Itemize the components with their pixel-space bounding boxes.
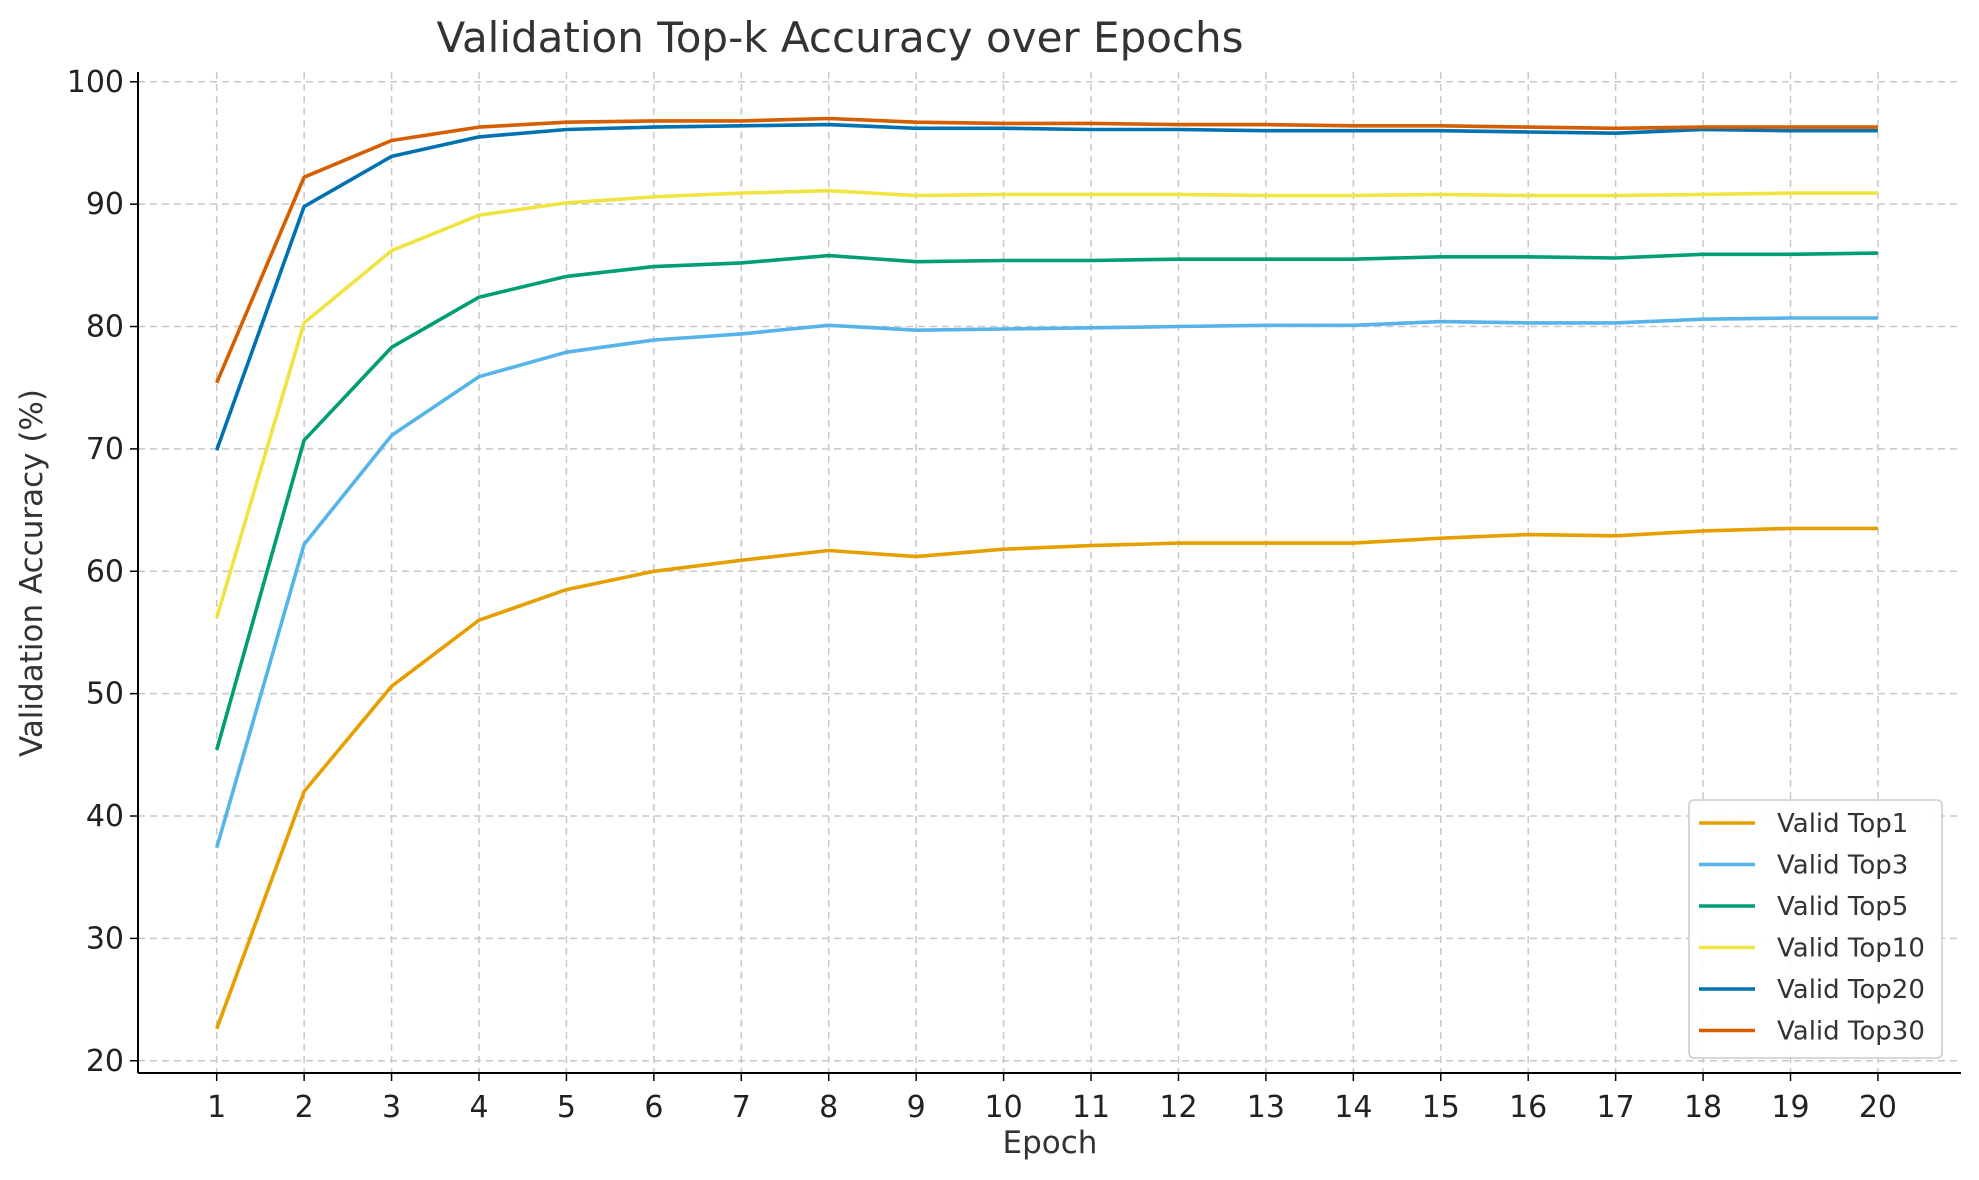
x-tick-label: 11 xyxy=(1072,1090,1110,1125)
x-tick-label: 5 xyxy=(557,1090,576,1125)
x-tick-label: 9 xyxy=(907,1090,926,1125)
x-tick-label: 13 xyxy=(1247,1090,1285,1125)
x-tick-label: 7 xyxy=(732,1090,751,1125)
axes-layer: 1 2 3 4 5 6 7 8 9 10 11 12 13 14 15 16 17 18 19 20203040506… xyxy=(67,65,1961,1125)
x-tick-label: 15 xyxy=(1422,1090,1460,1125)
y-tick-label: 40 xyxy=(86,799,124,834)
x-tick-label: 4 xyxy=(469,1090,488,1125)
x-tick-label: 19 xyxy=(1771,1090,1809,1125)
legend: Valid Top1 Valid Top3 Valid Top5 Valid Top1… xyxy=(1688,799,1943,1059)
x-tick-label: 8 xyxy=(819,1090,838,1125)
y-tick-label: 100 xyxy=(67,65,124,100)
y-tick-label: 20 xyxy=(86,1044,124,1079)
legend-label: Valid Top30 xyxy=(1777,1017,1925,1047)
y-tick-label: 90 xyxy=(86,187,124,222)
grid-layer xyxy=(138,72,1961,1073)
legend-label: Valid Top10 xyxy=(1777,934,1925,964)
chart-title: Validation Top-k Accuracy over Epochs xyxy=(436,13,1243,62)
y-tick-label: 80 xyxy=(86,310,124,345)
x-tick-label: 3 xyxy=(382,1090,401,1125)
x-tick-label: 12 xyxy=(1159,1090,1197,1125)
x-tick-label: 1 xyxy=(207,1090,226,1125)
y-tick-label: 60 xyxy=(86,554,124,589)
series-line-valid-top5 xyxy=(214,251,1878,751)
series-line-valid-top3 xyxy=(214,316,1878,849)
legend-label: Valid Top1 xyxy=(1777,809,1908,839)
x-tick-label: 14 xyxy=(1334,1090,1372,1125)
x-tick-label: 18 xyxy=(1684,1090,1722,1125)
x-tick-label: 6 xyxy=(644,1090,663,1125)
legend-label: Valid Top3 xyxy=(1777,851,1908,881)
y-tick-label: 50 xyxy=(86,677,124,712)
x-tick-label: 2 xyxy=(295,1090,314,1125)
series-line-valid-top30 xyxy=(215,116,1878,384)
series-layer xyxy=(214,116,1878,1030)
x-axis-label: Epoch xyxy=(1003,1125,1098,1161)
y-tick-label: 30 xyxy=(86,921,124,956)
x-tick-label: 10 xyxy=(985,1090,1023,1125)
series-line-valid-top20 xyxy=(215,122,1878,451)
x-tick-label: 16 xyxy=(1509,1090,1547,1125)
series-line-valid-top1 xyxy=(215,526,1878,1030)
y-axis-label: Validation Accuracy (%) xyxy=(14,389,50,757)
x-tick-label: 17 xyxy=(1597,1090,1635,1125)
y-tick-label: 70 xyxy=(86,432,124,467)
legend-label: Valid Top5 xyxy=(1777,892,1908,922)
legend-label: Valid Top20 xyxy=(1777,975,1925,1005)
series-line-valid-top10 xyxy=(214,188,1878,619)
x-tick-label: 20 xyxy=(1859,1090,1897,1125)
